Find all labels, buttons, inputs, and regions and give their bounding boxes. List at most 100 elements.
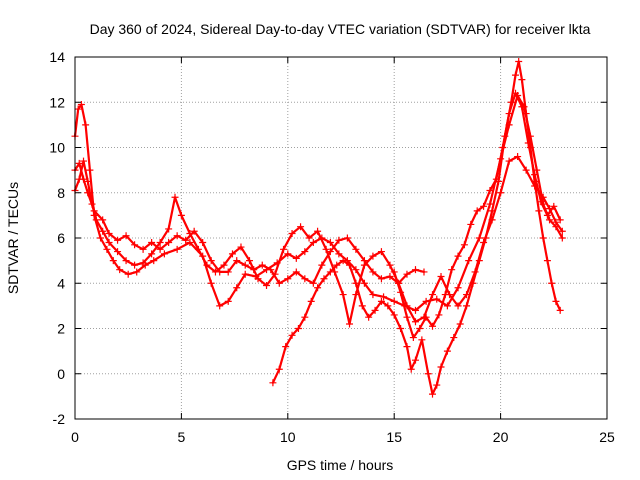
data-point [182, 236, 190, 244]
data-point [254, 275, 262, 283]
data-point [443, 347, 451, 355]
grid [75, 57, 607, 419]
data-point [74, 105, 82, 113]
data-point [437, 363, 445, 371]
data-point [103, 245, 111, 253]
data-point [403, 343, 411, 351]
data-point [250, 266, 258, 274]
series-line [73, 94, 564, 312]
data-point [124, 270, 132, 278]
data-point [384, 302, 392, 310]
data-point [497, 189, 505, 197]
y-axis-label: SDTVAR / TECUs [5, 182, 21, 294]
data-point [233, 257, 241, 265]
data-point [411, 266, 419, 274]
series-line [73, 162, 426, 285]
data-point [505, 157, 513, 165]
data-point [480, 202, 488, 210]
data-point [233, 284, 241, 292]
data-point [558, 234, 566, 242]
data-point [139, 259, 147, 267]
data-point [90, 207, 98, 215]
data-point [269, 379, 277, 387]
data-point [148, 250, 156, 258]
series-track-5 [390, 89, 564, 342]
y-tick-label: 0 [57, 366, 65, 382]
data-point [429, 390, 437, 398]
data-point [360, 257, 368, 265]
series-track-4 [269, 58, 564, 398]
data-point [467, 220, 475, 228]
data-point [284, 250, 292, 258]
data-point [420, 268, 428, 276]
data-point [505, 110, 513, 118]
data-point [492, 175, 500, 183]
data-point [433, 295, 441, 303]
data-point [482, 234, 490, 242]
data-point [131, 241, 139, 249]
data-point [114, 248, 122, 256]
y-tick-label: 2 [57, 321, 65, 337]
data-point [109, 257, 117, 265]
data-point [371, 306, 379, 314]
x-axis-label: GPS time / hours [287, 457, 394, 473]
data-point [228, 250, 236, 258]
data-point [454, 284, 462, 292]
data-point [97, 234, 105, 242]
data-point [339, 257, 347, 265]
data-point [190, 227, 198, 235]
data-point [369, 268, 377, 276]
data-point [543, 211, 551, 219]
data-point [116, 266, 124, 274]
data-point [390, 297, 398, 305]
data-point [224, 297, 232, 305]
data-point [241, 261, 249, 269]
data-point [314, 284, 322, 292]
data-point [224, 268, 232, 276]
data-point [99, 216, 107, 224]
y-tick-label: 8 [57, 185, 65, 201]
data-point [390, 268, 398, 276]
data-point [558, 227, 566, 235]
data-point [301, 248, 309, 256]
data-point [105, 239, 113, 247]
y-tick-label: 6 [57, 230, 65, 246]
plot-area [71, 58, 566, 398]
data-point [369, 291, 377, 299]
plot-frame [74, 56, 608, 420]
data-point [548, 279, 556, 287]
data-point [171, 193, 179, 201]
data-point [377, 248, 385, 256]
data-point [99, 227, 107, 235]
data-point [307, 297, 315, 305]
data-point [216, 268, 224, 276]
x-tick-label: 0 [71, 429, 79, 445]
data-point [390, 311, 398, 319]
data-point [199, 239, 207, 247]
data-point [173, 232, 181, 240]
data-point [177, 211, 185, 219]
data-point [552, 218, 560, 226]
data-point [343, 234, 351, 242]
data-point [318, 261, 326, 269]
data-point [515, 58, 523, 66]
data-point [429, 322, 437, 330]
data-point [82, 121, 90, 129]
data-point [475, 257, 483, 265]
axes [74, 56, 608, 420]
data-point [237, 243, 245, 251]
series-track-3 [71, 159, 428, 287]
data-point [305, 234, 313, 242]
data-point [288, 229, 296, 237]
x-tick-label: 10 [280, 429, 296, 445]
series-line [271, 60, 562, 396]
data-point [275, 279, 283, 287]
data-point [314, 227, 322, 235]
data-point [92, 216, 100, 224]
data-point [165, 225, 173, 233]
data-point [546, 216, 554, 224]
data-point [407, 365, 415, 373]
data-point [156, 239, 164, 247]
data-point [403, 270, 411, 278]
